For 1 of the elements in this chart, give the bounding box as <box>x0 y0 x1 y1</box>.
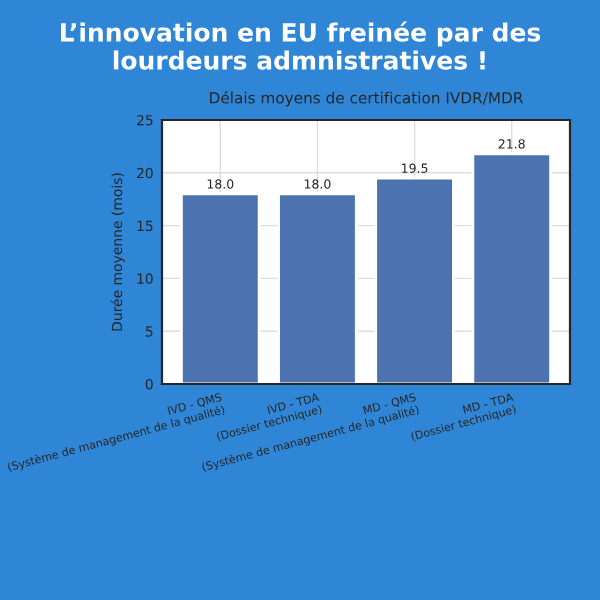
chart-title: L’innovation en EU freinée par des lourdeurs admnistratives ! <box>61 21 541 70</box>
